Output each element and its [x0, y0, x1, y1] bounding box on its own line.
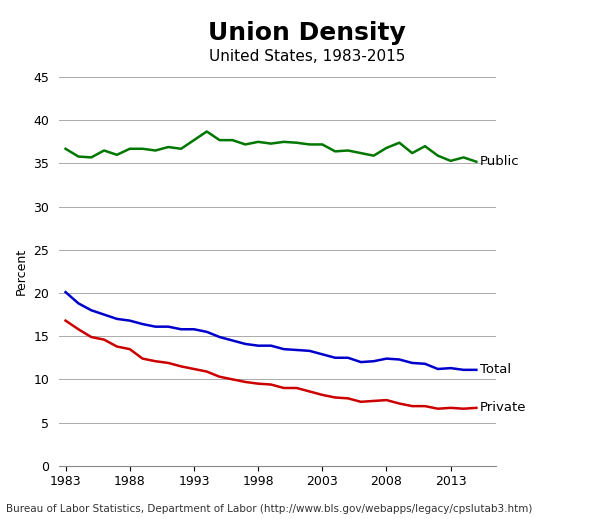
Y-axis label: Percent: Percent	[15, 248, 28, 295]
Text: Total: Total	[480, 363, 511, 376]
Text: Union Density: Union Density	[208, 21, 406, 45]
Text: United States, 1983-2015: United States, 1983-2015	[209, 49, 405, 64]
Text: Bureau of Labor Statistics, Department of Labor (http://www.bls.gov/webapps/lega: Bureau of Labor Statistics, Department o…	[6, 504, 532, 514]
Text: Public: Public	[480, 155, 520, 168]
Text: Private: Private	[480, 401, 527, 414]
